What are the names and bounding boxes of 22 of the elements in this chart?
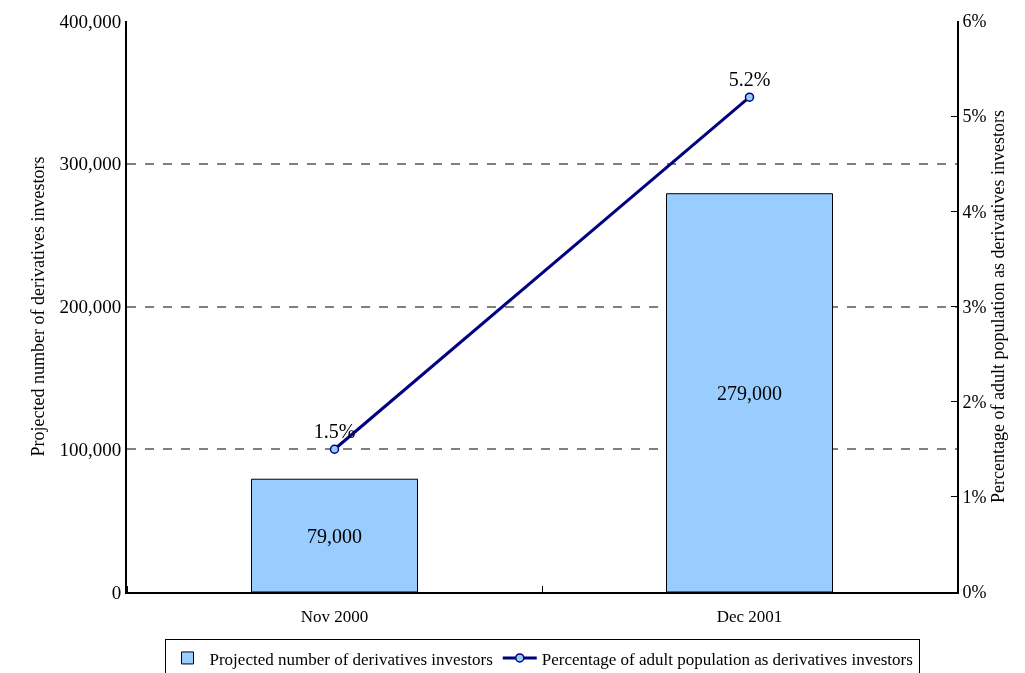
y-tick-label: 300,000 [59, 153, 122, 175]
y-tick-label: 200,000 [59, 296, 122, 318]
data-label: 279,000 [717, 381, 782, 404]
y-axis-title: Projected number of derivatives investors [28, 156, 49, 457]
data-label: 79,000 [307, 524, 362, 547]
y2-tick-label: 4% [962, 201, 987, 222]
y2-tick-label: 6% [962, 11, 987, 32]
legend-label: Percentage of adult population as derivatives investors [541, 649, 913, 669]
y-tick-label: 100,000 [59, 438, 122, 460]
y2-axis-title: Percentage of adult population as derivatives investors [988, 110, 1009, 503]
legend-label: Projected number of derivatives investors [209, 649, 493, 669]
y2-tick-label: 2% [962, 391, 987, 412]
x-tick-label: Nov 2000 [300, 607, 369, 627]
y2-tick-label: 5% [962, 106, 987, 127]
y2-tick-label: 1% [962, 487, 987, 508]
y-tick-label: 400,000 [59, 10, 122, 32]
y2-tick-label: 0% [962, 582, 987, 603]
x-tick-label: Dec 2001 [716, 607, 783, 627]
y-tick-label: 0 [111, 581, 122, 603]
data-label: 5.2% [728, 68, 771, 91]
data-label: 1.5% [313, 420, 356, 443]
y2-tick-label: 3% [962, 296, 987, 317]
